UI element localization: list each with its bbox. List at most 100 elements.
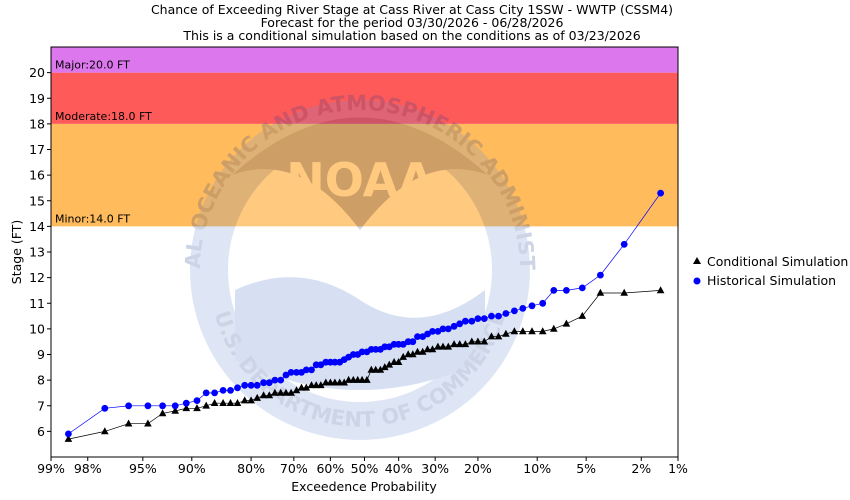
x-tick-label: 2% [631, 461, 651, 476]
data-point-historical-simulation [101, 404, 109, 412]
data-point-conditional-simulation [468, 337, 476, 345]
x-tick-label: 5% [576, 461, 596, 476]
data-point-historical-simulation [414, 333, 421, 340]
data-point-historical-simulation [293, 369, 300, 376]
data-point-conditional-simulation [439, 342, 447, 350]
data-point-historical-simulation [429, 328, 436, 335]
data-point-conditional-simulation [519, 327, 527, 335]
data-point-conditional-simulation [538, 327, 547, 335]
data-point-conditional-simulation [259, 391, 268, 399]
data-point-historical-simulation [302, 366, 310, 374]
y-axis: 6 7 8 9 10 11 12 13 14 15 16 17 18 19 20 [29, 65, 51, 439]
data-point-historical-simulation [65, 430, 72, 438]
x-tick-label: 95% [129, 461, 157, 476]
data-point-conditional-simulation [656, 286, 665, 294]
data-point-conditional-simulation [502, 329, 510, 337]
data-point-historical-simulation [227, 387, 234, 394]
data-point-conditional-simulation [101, 427, 109, 435]
data-point-conditional-simulation [210, 399, 219, 406]
data-point-conditional-simulation [550, 324, 558, 332]
data-point-historical-simulation [450, 322, 458, 330]
data-point-historical-simulation [657, 189, 664, 197]
data-point-conditional-simulation [381, 363, 389, 371]
data-point-historical-simulation [234, 384, 241, 392]
data-point-historical-simulation [282, 371, 290, 379]
data-point-conditional-simulation [233, 399, 242, 406]
data-point-conditional-simulation [418, 347, 427, 355]
data-point-conditional-simulation [226, 399, 235, 406]
y-tick-label: 11 [29, 296, 45, 311]
y-tick-label: 15 [29, 193, 45, 208]
data-point-historical-simulation [247, 381, 255, 389]
band-label-minor: Minor:14.0 FT [55, 212, 130, 225]
data-point-conditional-simulation [494, 332, 503, 340]
x-tick-label: 20% [464, 461, 492, 476]
data-point-historical-simulation [372, 346, 380, 353]
data-point-conditional-simulation [247, 396, 255, 404]
data-point-historical-simulation [439, 325, 447, 333]
data-point-conditional-simulation [358, 375, 366, 383]
data-point-historical-simulation [308, 366, 315, 374]
data-point-conditional-simulation [480, 337, 489, 345]
data-point-historical-simulation [241, 381, 249, 389]
data-point-conditional-simulation [202, 401, 210, 409]
data-point-historical-simulation [488, 312, 495, 320]
x-axis: 99% 98% 95% 90% 80% 70% 60% 50% 40% 30% 20% 10% 5% 2%… [37, 457, 688, 476]
data-point-conditional-simulation [562, 319, 571, 327]
data-point-conditional-simulation [474, 337, 482, 345]
watermark-circle [190, 100, 530, 440]
data-point-historical-simulation [578, 284, 586, 292]
watermark-wave-icon [235, 277, 485, 390]
data-point-conditional-simulation [399, 352, 407, 360]
data-point-conditional-simulation [487, 332, 496, 340]
data-point-conditional-simulation [376, 365, 385, 373]
watermark-bird-icon [232, 117, 488, 230]
y-tick-label: 7 [37, 398, 45, 413]
data-point-conditional-simulation [461, 340, 470, 348]
data-point-conditional-simulation [528, 327, 536, 335]
data-point-conditional-simulation [423, 345, 432, 353]
data-point-conditional-simulation [578, 311, 587, 319]
chart-title-line-2: Forecast for the period 03/30/2026 - 06/… [261, 15, 564, 30]
y-tick-label: 9 [37, 347, 45, 362]
data-point-historical-simulation [277, 376, 285, 384]
data-point-conditional-simulation [302, 383, 311, 391]
x-tick-label: 70% [280, 461, 308, 476]
data-point-conditional-simulation [158, 409, 167, 417]
legend-label-conditional: Conditional Simulation [707, 254, 848, 269]
plot-area: Minor:14.0 FT Moderate:18.0 FT Major:20.0 … [0, 0, 679, 458]
data-point-conditional-simulation [409, 350, 417, 358]
x-tick-label: 99% [37, 461, 65, 476]
data-point-conditional-simulation [340, 378, 348, 386]
x-tick-label: 60% [316, 461, 344, 476]
data-point-conditional-simulation [240, 396, 249, 404]
data-point-historical-simulation [219, 387, 227, 394]
y-tick-label: 20 [29, 65, 45, 80]
watermark-center-text: NOAA [286, 153, 434, 207]
y-tick-label: 8 [37, 373, 45, 388]
data-point-conditional-simulation [219, 399, 227, 406]
x-tick-label: 80% [237, 461, 265, 476]
data-point-conditional-simulation [282, 388, 290, 396]
band-label-moderate: Moderate:18.0 FT [55, 110, 152, 123]
x-tick-label: 40% [385, 461, 413, 476]
data-point-historical-simulation [125, 402, 132, 410]
data-point-conditional-simulation [124, 419, 133, 427]
data-point-historical-simulation [171, 402, 179, 410]
data-point-conditional-simulation [297, 383, 306, 391]
data-point-historical-simulation [480, 315, 488, 322]
data-point-historical-simulation [409, 338, 417, 346]
legend-label-historical: Historical Simulation [707, 273, 836, 288]
data-point-conditional-simulation [434, 342, 442, 350]
data-point-historical-simulation [462, 317, 469, 325]
data-point-conditional-simulation [276, 388, 285, 396]
y-tick-label: 17 [29, 142, 45, 157]
legend-item-conditional: Conditional Simulation [693, 254, 848, 269]
data-point-historical-simulation [434, 328, 442, 335]
y-tick-label: 18 [29, 116, 45, 131]
data-point-conditional-simulation [596, 288, 605, 296]
y-tick-label: 14 [29, 219, 45, 234]
x-tick-label: 90% [178, 461, 206, 476]
legend: Conditional Simulation Historical Simula… [693, 254, 848, 288]
data-point-conditional-simulation [253, 393, 261, 401]
